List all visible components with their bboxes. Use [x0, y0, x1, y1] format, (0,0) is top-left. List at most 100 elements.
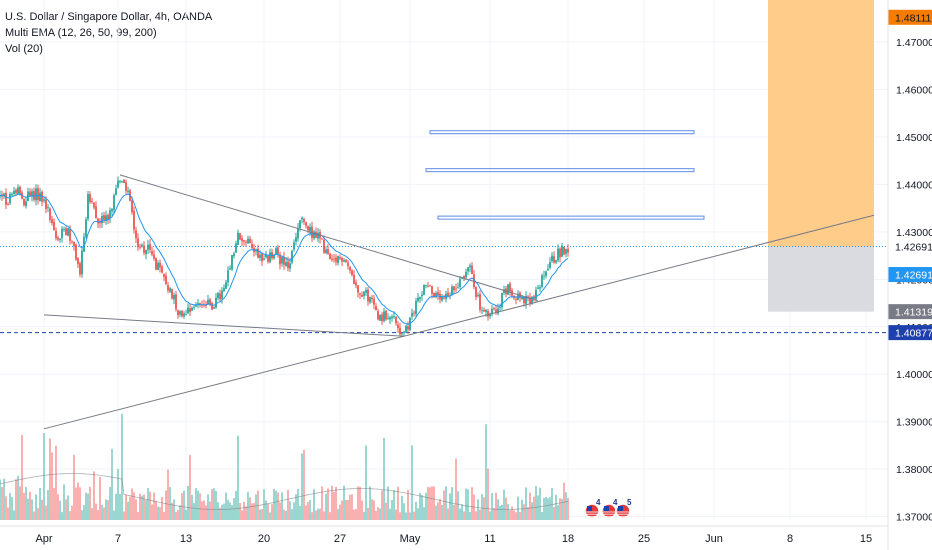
volume-bar [377, 507, 379, 520]
volume-bar [515, 512, 517, 520]
candle-body [171, 289, 173, 299]
volume-bar [559, 498, 561, 520]
volume-bar [43, 433, 45, 520]
candle-body [467, 267, 469, 272]
volume-bar [429, 487, 431, 520]
us-flag-event-icon[interactable]: 4 [584, 498, 601, 519]
candle-body [453, 286, 455, 291]
candle-body [189, 308, 191, 312]
price-tag [888, 239, 932, 255]
candle-body [81, 250, 83, 275]
target-lines[interactable] [424, 0, 705, 220]
volume-bar [503, 489, 505, 520]
candle-body [213, 307, 215, 309]
candle-body [375, 305, 377, 310]
time-tick-label: 7 [115, 533, 121, 545]
candle-body [209, 299, 211, 304]
candle-body [57, 237, 59, 240]
candle-body [67, 228, 69, 236]
candle-body [139, 246, 141, 248]
candle-body [245, 241, 247, 243]
candle-body [483, 309, 485, 312]
candle-body [109, 210, 111, 219]
time-axis[interactable]: Apr 7 13 20 27 May 11 18 25 Jun 8 15 [0, 525, 888, 545]
chart-legend: U.S. Dollar / Singapore Dollar, 4h, OAND… [5, 9, 212, 57]
long-position-tool[interactable] [768, 0, 874, 312]
volume-bar [163, 511, 165, 520]
volume-bar [219, 507, 221, 520]
volume-bar [73, 454, 75, 520]
volume-bar [299, 505, 301, 520]
volume-bar [531, 502, 533, 520]
candle-body [223, 288, 225, 292]
candle-body [509, 283, 511, 292]
volume-bar [197, 490, 199, 520]
candle-body [47, 207, 49, 208]
volume-bar [141, 495, 143, 520]
volume-bar [173, 499, 175, 520]
candle-body [325, 249, 327, 253]
volume-bar [101, 504, 103, 520]
stop-zone [768, 246, 874, 312]
volume-bar [453, 504, 455, 520]
volume-bar [165, 490, 167, 520]
volume-bar [281, 492, 283, 520]
candle-body [339, 257, 341, 259]
candle-body [547, 268, 549, 271]
candle-body [49, 208, 51, 220]
volume-bar [55, 445, 57, 520]
candle-body [323, 240, 325, 253]
volume-bar [493, 508, 495, 520]
candle-body [525, 296, 527, 304]
volume-bar [533, 496, 535, 520]
volume-bar [31, 499, 33, 520]
volume-bar [269, 512, 271, 520]
us-flag-event-icon[interactable]: 5 [615, 498, 632, 519]
horizontal-lines[interactable] [0, 0, 888, 334]
volume-bar [419, 492, 421, 520]
volume-bar [169, 486, 171, 520]
candle-body [417, 297, 419, 302]
candle-body [141, 244, 143, 247]
volume-bar [353, 509, 355, 520]
volume-bar [23, 493, 25, 520]
volume-bar [381, 490, 383, 520]
candle-body [225, 282, 227, 289]
candle-body [391, 316, 393, 319]
candle-body [145, 249, 147, 255]
candle-body [451, 286, 453, 295]
volume-bar [349, 494, 351, 520]
candle-body [359, 293, 361, 295]
volume-bar [259, 509, 261, 520]
volume-bar [81, 510, 83, 520]
volume-bar [131, 488, 133, 520]
time-tick-label: 18 [562, 533, 574, 545]
candle-body [353, 274, 355, 284]
volume-bar [411, 445, 413, 520]
event-count: 4 [613, 498, 618, 507]
volume-bar [261, 508, 263, 520]
flag-canton [618, 506, 623, 511]
candle-body [195, 304, 197, 307]
volume-bar [357, 486, 359, 520]
candle-body [321, 238, 323, 240]
candle-body [161, 266, 163, 273]
candle-body [309, 227, 311, 232]
volume-bar [335, 486, 337, 520]
candle-body [301, 217, 303, 220]
volume-bar [239, 502, 241, 520]
candle-body [143, 245, 145, 253]
volume-bar [25, 486, 27, 520]
candle-body [63, 229, 65, 231]
volume-bar [105, 499, 107, 520]
trend-lines[interactable] [43, 174, 875, 430]
candle-body [541, 275, 543, 287]
volume-bar [115, 493, 117, 520]
volume-bar [475, 511, 477, 520]
us-flag-event-icon[interactable]: 4 [601, 498, 618, 519]
candle-body [433, 292, 435, 298]
volume-bar [149, 491, 151, 520]
volume-bar [129, 496, 131, 520]
